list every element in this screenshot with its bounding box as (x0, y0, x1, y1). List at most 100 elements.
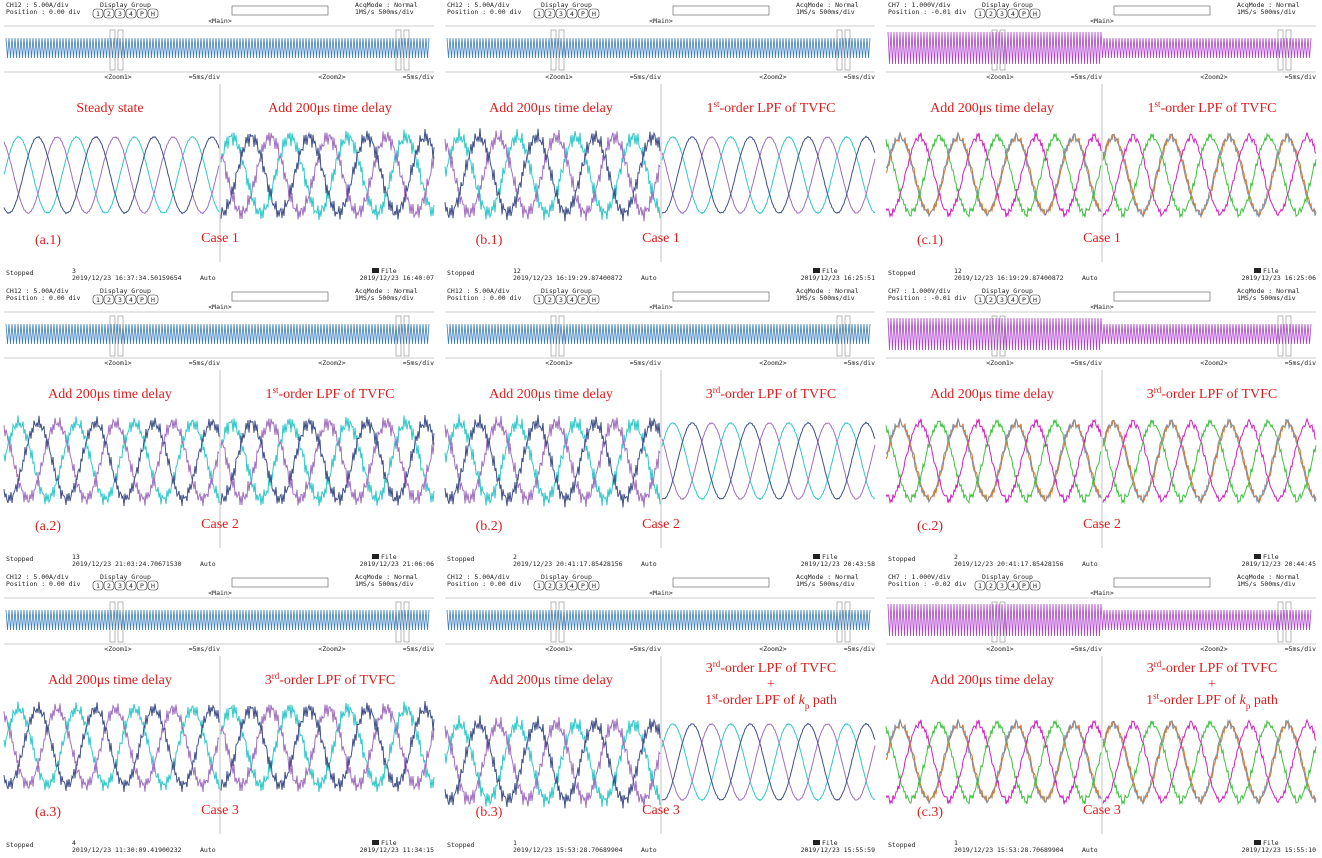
waveform (4, 136, 219, 213)
right-annotation: 1st-order LPF of TVFC (1147, 99, 1276, 116)
group-button-label: 2 (107, 296, 111, 304)
main-label: <Main> (1090, 589, 1114, 597)
right-annotation: 3rd-order LPF of TVFC (265, 671, 396, 688)
panel-label: (a.2) (35, 519, 61, 534)
figure: CH12 : 5.00A/divPosition : 0.00 divDispl… (0, 0, 1322, 858)
zoom-label: <Zoom1> (104, 73, 131, 81)
mode: Auto (641, 846, 657, 854)
zoom-marker (404, 602, 409, 642)
end-time: 2019/12/23 15:55:59 (801, 846, 875, 854)
mode: Auto (200, 846, 216, 854)
group-button-label: 4 (1011, 582, 1015, 590)
right-annotation: + (767, 677, 775, 692)
end-time: 2019/12/23 16:40:07 (360, 274, 434, 282)
zoom-box (673, 578, 769, 587)
right-annotation: 3rd-order LPF of TVFC (706, 385, 837, 402)
group-button-label: 4 (1011, 10, 1015, 18)
waveform (4, 137, 219, 214)
annotation-part: -order LPF of TVFC (1160, 101, 1276, 116)
waveform (221, 417, 434, 505)
start-time: 2019/12/23 20:41:17.85428156 (954, 560, 1064, 568)
group-button-label: H (592, 582, 596, 590)
zoom-label: <Zoom1> (545, 645, 572, 653)
group-button-label: 1 (96, 296, 100, 304)
zoom-label: ≈5ms/div (630, 359, 661, 367)
scope-panel: CH7 : 1.000V/divPosition : -0.01 divDisp… (886, 1, 1316, 282)
zoom-marker (551, 602, 556, 642)
status: Stopped (447, 555, 474, 563)
waveform (662, 723, 875, 800)
status: Stopped (888, 841, 915, 849)
group-button-label: 3 (1000, 10, 1004, 18)
rate: 1MS/s 500ms/div (355, 294, 414, 302)
panel-label: (c.3) (917, 805, 943, 820)
zoom-label: ≈5ms/div (1285, 73, 1316, 81)
main-label: <Main> (1090, 17, 1114, 25)
position: Position : 0.00 div (447, 8, 521, 16)
zoom-box (673, 6, 769, 15)
scope-panel: CH12 : 5.00A/divPosition : 0.00 divDispl… (445, 1, 875, 282)
group-button-label: 2 (989, 582, 993, 590)
position: Position : 0.00 div (6, 580, 80, 588)
zoom-marker (404, 30, 409, 70)
zoom-marker (404, 316, 409, 356)
zoom-label: <Zoom2> (1200, 73, 1227, 81)
right-annotation: 3rd-order LPF of TVFC (1147, 385, 1278, 402)
right-annotation: 1st-order LPF of kp path (1146, 691, 1278, 711)
zoom-label: <Zoom1> (545, 73, 572, 81)
scope-panel: CH12 : 5.00A/divPosition : 0.00 divDispl… (445, 287, 875, 568)
end-time: 2019/12/23 15:55:10 (1242, 846, 1316, 854)
panel-label: (b.1) (476, 233, 503, 248)
zoom-label: <Zoom1> (104, 359, 131, 367)
group-button-label: H (1033, 10, 1037, 18)
start-time: 2019/12/23 16:19:29.87400872 (954, 274, 1064, 282)
end-time: 2019/12/23 20:44:45 (1242, 560, 1316, 568)
status: Stopped (888, 555, 915, 563)
annotation-part: -order LPF of (1159, 693, 1240, 708)
overview-trace (447, 324, 870, 344)
rate: 1MS/s 500ms/div (796, 8, 855, 16)
annotation-part: Add 200μs time delay (48, 673, 172, 688)
file-icon (813, 840, 820, 845)
group-button-label: 4 (570, 10, 574, 18)
group-button-label: 2 (107, 582, 111, 590)
zoom-label: <Zoom1> (986, 645, 1013, 653)
annotation-part: -order LPF of TVFC (1161, 661, 1277, 676)
main-label: <Main> (1090, 303, 1114, 311)
group-button-label: 4 (129, 582, 133, 590)
status: Stopped (6, 555, 33, 563)
start-time: 2019/12/23 15:53:28.70689904 (513, 846, 623, 854)
file-icon (372, 554, 379, 559)
zoom-label: ≈5ms/div (403, 645, 434, 653)
zoom-marker (551, 316, 556, 356)
annotation-part: 3 (1147, 387, 1154, 402)
zoom-label: <Zoom1> (986, 73, 1013, 81)
rate: 1MS/s 500ms/div (1237, 294, 1296, 302)
group-button-label: P (1022, 10, 1026, 18)
zoom-box (1114, 292, 1210, 301)
scope-panel: CH7 : 1.000V/divPosition : -0.02 divDisp… (886, 573, 1316, 854)
waveform (4, 137, 219, 214)
waveform (662, 422, 875, 499)
start-time: 2019/12/23 16:19:29.87400872 (513, 274, 623, 282)
annotation-part: -order LPF of TVFC (720, 661, 836, 676)
overview-trace (6, 38, 429, 58)
rate: 1MS/s 500ms/div (1237, 8, 1296, 16)
scope-panel: CH12 : 5.00A/divPosition : 0.00 divDispl… (4, 287, 434, 568)
zoom-label: ≈5ms/div (630, 645, 661, 653)
main-label: <Main> (208, 589, 232, 597)
right-annotation: 1st-order LPF of TVFC (706, 99, 835, 116)
zoom-marker (110, 316, 115, 356)
zoom-label: <Zoom2> (759, 73, 786, 81)
mode: Auto (200, 560, 216, 568)
case-label: Case 1 (201, 231, 239, 246)
panel-label: (a.1) (35, 233, 61, 248)
rate: 1MS/s 500ms/div (355, 580, 414, 588)
start-time: 2019/12/23 15:53:28.70689904 (954, 846, 1064, 854)
zoom-label: <Zoom1> (104, 645, 131, 653)
panel-label: (c.2) (917, 519, 943, 534)
right-annotation: 3rd-order LPF of TVFC (706, 659, 837, 676)
main-label: <Main> (649, 589, 673, 597)
annotation-part: 1 (1147, 101, 1154, 116)
rate: 1MS/s 500ms/div (796, 580, 855, 588)
